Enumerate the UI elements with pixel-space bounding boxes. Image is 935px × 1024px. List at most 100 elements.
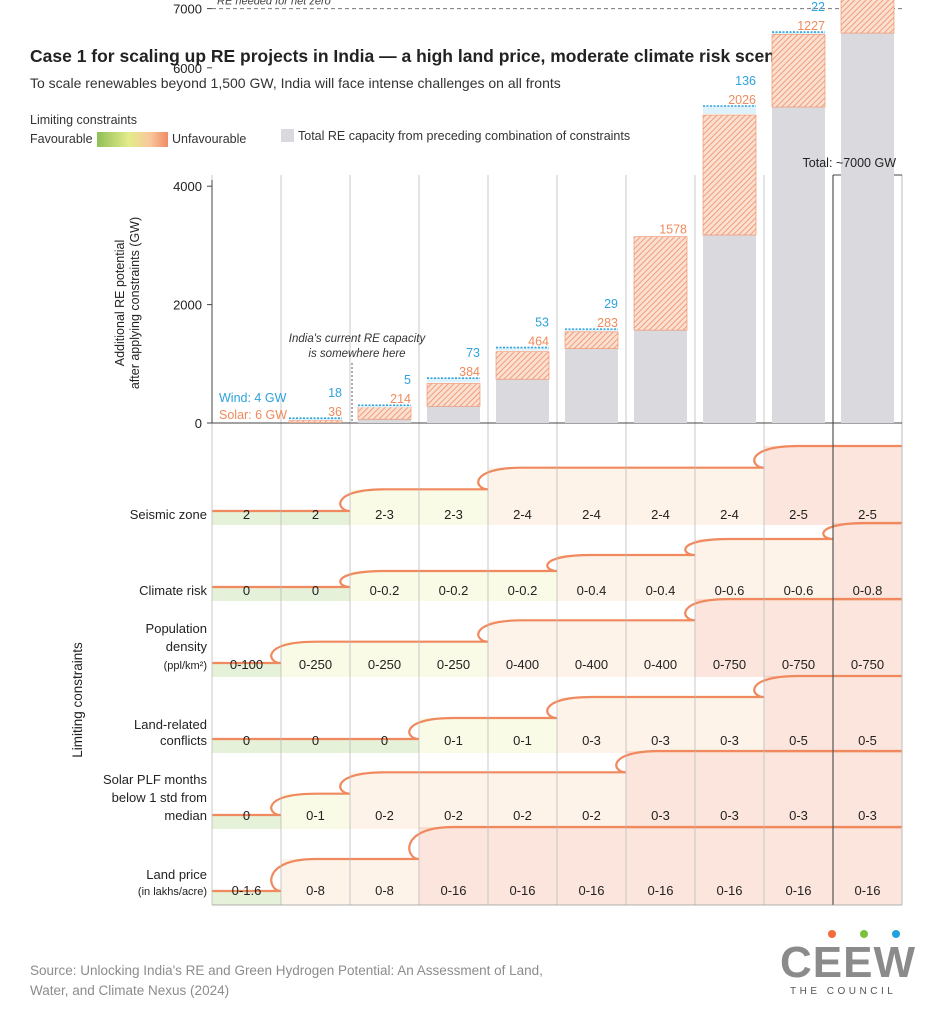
constraint-value: 0-16 [509,883,535,898]
constraint-value: 0-0.4 [646,583,676,598]
constraint-cell [419,571,488,601]
constraint-value: 2-3 [444,507,463,522]
constraint-value: 0-1.6 [232,883,262,898]
constraint-value: 0-8 [306,883,325,898]
constraints-axis-label: Limiting constraints [70,642,85,758]
constraint-curve [212,444,902,513]
y-tick-label: 4000 [173,179,202,194]
bar-wind [496,347,549,351]
wind-value-label: 22 [811,0,825,14]
constraint-value: 0 [243,583,250,598]
constraint-value: 2 [243,507,250,522]
constraint-label: below 1 std from [112,790,207,805]
constraint-value: 0-16 [440,883,466,898]
bars [288,0,895,424]
bar-solar [702,114,757,236]
legend-favourable: Favourable [30,132,93,146]
constraint-value: 0-5 [858,733,877,748]
legend-heading: Limiting constraints [30,113,137,127]
constraint-cell [281,739,350,753]
constraint-value: 2 [312,507,319,522]
constraint-cell [419,489,488,525]
constraint-curve [212,597,902,665]
logo-dot-blue [892,930,900,938]
bar-wind [703,105,756,115]
constraint-value: 0 [243,808,250,823]
constraint-cell [626,467,695,525]
constraint-cell [350,641,419,677]
solar-value-label: 36 [328,405,342,419]
constraint-cell [626,620,695,677]
bar-base [427,406,480,423]
constraint-value: 0-2 [375,808,394,823]
constraint-value: 0 [243,733,250,748]
constraint-value: 2-5 [858,507,877,522]
constraint-cell [350,739,419,753]
constraint-value: 0-1 [513,733,532,748]
constraint-cell [419,641,488,677]
chart-subtitle: To scale renewables beyond 1,500 GW, Ind… [30,75,561,91]
constraint-value: 0-16 [854,883,880,898]
constraint-value: 0-0.4 [577,583,607,598]
constraint-cell [350,772,419,829]
constraint-cell [212,815,281,829]
constraint-cell [350,859,419,905]
constraint-value: 0-8 [375,883,394,898]
constraint-cell [764,446,833,525]
bar-wind [358,405,411,408]
y-tick-label: 7000 [173,2,202,17]
solar-value-label: 2026 [728,93,756,107]
constraint-cell [626,697,695,753]
first-bar-solar-note: Solar: 6 GW [219,408,287,422]
bar-solar [840,0,895,34]
y-tick-label: 2000 [173,298,202,313]
bar-wind [565,329,618,332]
constraint-cell [488,827,557,905]
bar-wind [289,418,342,421]
constraint-cell [350,489,419,525]
constraint-cell [833,827,902,905]
constraint-value: 0-400 [575,657,608,672]
constraint-value: 0-250 [437,657,470,672]
bar-base [772,106,825,423]
constraint-label: Land-related [134,717,207,732]
y-axis-label: after applying constraints (GW) [128,217,142,389]
constraint-cell [419,772,488,829]
constraint-value: 0 [312,733,319,748]
wind-value-label: 18 [328,386,342,400]
constraint-value: 2-4 [582,507,601,522]
constraint-cell [557,620,626,677]
constraint-value: 0-3 [651,733,670,748]
constraint-cell [212,891,281,905]
first-bar-wind-note: Wind: 4 GW [219,391,287,405]
constraint-cell [626,751,695,829]
constraint-cell [281,859,350,905]
bar-solar [633,236,688,331]
bar-base [703,234,756,423]
constraint-value: 0-250 [299,657,332,672]
constraint-value: 0-16 [647,883,673,898]
constraint-cell [212,587,281,601]
constraint-value: 0-2 [513,808,532,823]
constraint-value: 0-0.6 [784,583,814,598]
constraint-cell [557,772,626,829]
constraint-label: Solar PLF months [103,772,208,787]
constraint-value: 0-1 [444,733,463,748]
annotation-line-2: is somewhere here [308,348,405,360]
chart-svg: Seismic zone 2 2 2-3 2-3 2-4 2-4 2-4 2-4 2-5 2-5Cl… [70,0,903,906]
constraint-cell [350,571,419,601]
constraint-label: Seismic zone [130,507,207,522]
constraint-cell [833,676,902,753]
constraint-cell [488,718,557,753]
total-label: Total: ~7000 GW [803,156,897,170]
bar-solar [288,419,343,423]
constraint-cell [695,467,764,525]
bar-base [496,379,549,423]
bar-base [634,330,687,423]
constraint-label: median [164,808,207,823]
constraint-label: (ppl/km²) [164,660,207,672]
constraint-cell [764,676,833,753]
constraint-cell [626,555,695,601]
constraint-value: 0-0.6 [715,583,745,598]
constraint-cell [281,511,350,525]
